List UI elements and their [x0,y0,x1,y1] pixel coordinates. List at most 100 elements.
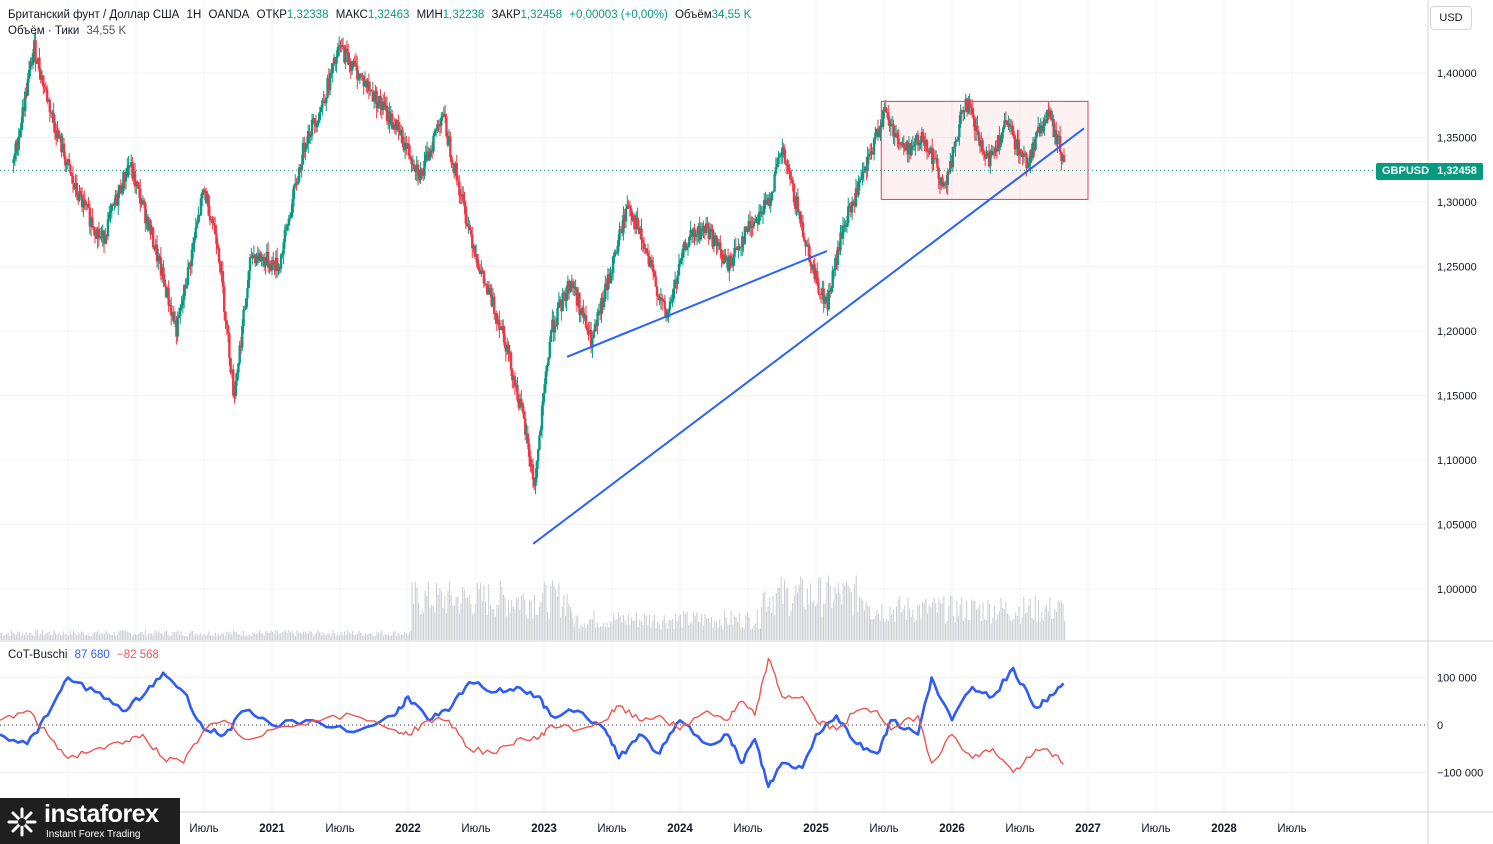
price-scale-label: 1,05000 [1437,520,1477,532]
candle-body [500,326,504,329]
candle-body [136,181,139,185]
candle-body [651,264,655,273]
candle-body [490,294,493,306]
candle-body [212,223,216,225]
symbol-name[interactable]: Британский фунт / Доллар США [8,9,180,21]
price-scale[interactable]: 1,00000 1,05000 1,10000 1,15000 1,20000 1,250… [1437,68,1477,596]
candle-body [750,226,753,228]
candle-body [536,449,540,462]
candle-body [512,376,515,381]
candle-body [704,223,708,233]
candle-body [781,147,784,155]
candle-body [959,111,962,125]
last-price-tag: GBPUSD 1,32458 [1376,163,1483,180]
candle-body [964,98,968,111]
candle-body [691,228,695,236]
candle-body [540,405,544,430]
candle-body [77,195,80,201]
time-axis-label: Июль [189,823,218,835]
candle-body [109,210,112,214]
candle-body [368,90,372,92]
candle-body [207,195,210,216]
candle-body [545,364,549,372]
candle-body [352,61,355,68]
candle-body [672,288,676,299]
candle-body [765,200,769,205]
candle-body [198,214,201,216]
candle-body [27,70,31,79]
candle-body [383,101,386,109]
candle-body [182,285,186,301]
candle-body [1017,139,1020,156]
candle-body [574,286,577,290]
candle-body [403,142,407,151]
candle-body [768,197,771,206]
candle-body [663,300,666,309]
candle-body [620,229,624,234]
candle-body [189,263,192,266]
candle-body [343,46,346,63]
candle-body [866,156,869,171]
candle-body [387,111,390,122]
candle-body [627,205,630,207]
candle-body [275,257,279,272]
candle-body [981,140,984,152]
candle-body [179,307,182,316]
candle-body [586,327,589,331]
candle-body [24,91,27,112]
candle-body [890,124,894,126]
volume-legend-name[interactable]: Объём · Тики [8,25,80,37]
candle-body [106,219,110,237]
candle-body [548,341,551,358]
candle-body [654,276,657,287]
time-axis-label: 2021 [259,823,285,835]
candle-body [359,73,363,76]
candle-body [194,227,197,238]
currency-button[interactable]: USD [1430,6,1472,30]
candle-body [318,111,322,121]
candle-body [918,144,921,146]
candle-body [746,231,749,233]
candle-body [288,217,292,219]
candle-body [567,281,571,292]
candle-body [38,57,41,72]
candle-body [560,299,563,312]
candle-body [677,263,681,276]
candle-body [681,248,685,258]
candle-body [1062,155,1066,162]
cot-scale[interactable]: 100 000 0 −100 000 [1437,673,1483,780]
candle-body [434,129,438,131]
candle-body [660,297,664,301]
candle-body [803,236,806,242]
candle-body [874,132,877,139]
candle-body [823,297,827,304]
candle-body [732,257,735,266]
candle-body [459,195,462,197]
candle-body [994,148,997,153]
candle-body [534,477,537,487]
timeframe[interactable]: 1Н [186,9,202,21]
candle-body [464,206,467,224]
candle-body [489,288,492,295]
candle-body [974,125,978,132]
candle-body [826,297,829,310]
candle-body [468,224,471,231]
cot-legend-name[interactable]: CoT-Buschi [8,649,68,661]
candle-body [211,219,214,224]
time-axis-label: 2022 [395,823,421,835]
candle-body [863,166,867,172]
candle-body [602,298,606,308]
candle-body [600,297,603,315]
time-axis[interactable]: Июль2020Июль2021Июль2022Июль2023Июль2024… [53,823,1306,835]
candle-body [57,130,61,139]
candle-body [924,140,927,146]
candle-body [1026,166,1030,169]
candle-body [884,106,887,112]
candle-body [909,143,912,155]
candle-body [446,136,449,145]
price-scale-label: 1,35000 [1437,133,1477,145]
candle-body [480,270,483,274]
candle-body [204,190,208,203]
candle-body [456,180,460,182]
